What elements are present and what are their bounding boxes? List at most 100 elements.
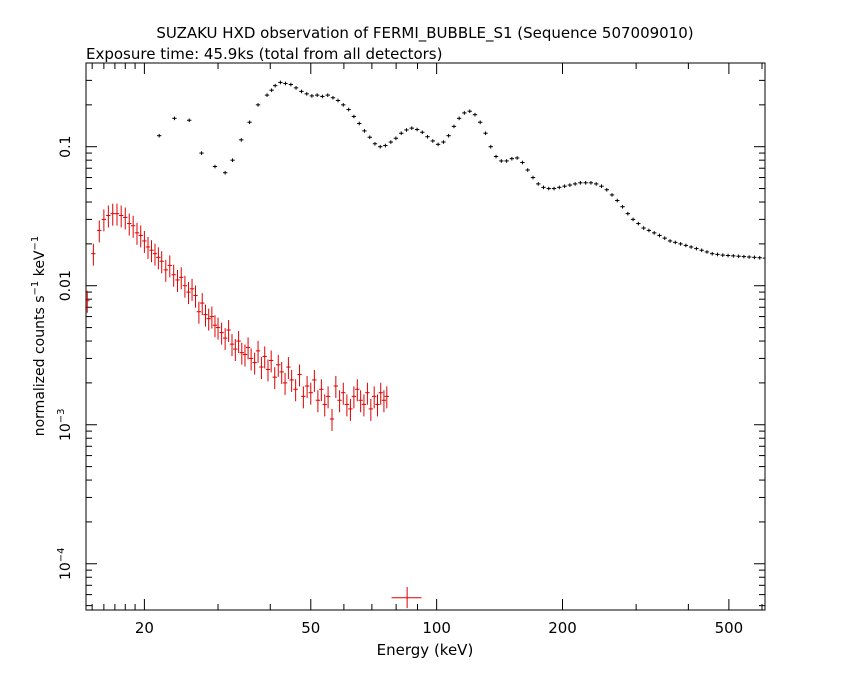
y-axis-label: normalized counts s−1 keV−1: [30, 236, 48, 437]
data-point: [219, 322, 224, 345]
data-point: [325, 93, 330, 97]
data-point: [420, 130, 425, 135]
data-point: [268, 350, 274, 373]
data-point: [346, 107, 351, 112]
data-point: [678, 242, 683, 246]
data-point: [308, 382, 313, 405]
data-point: [127, 213, 132, 236]
data-point: [212, 315, 218, 338]
data-point: [330, 95, 336, 100]
data-point: [283, 81, 288, 86]
data-point: [226, 320, 231, 343]
data-point: [499, 159, 504, 163]
data-point: [657, 233, 662, 238]
data-point: [230, 158, 235, 163]
data-point: [562, 184, 567, 189]
data-point: [365, 382, 370, 405]
data-point: [171, 264, 176, 287]
data-point: [375, 394, 380, 417]
data-point: [341, 382, 346, 405]
data-point: [212, 164, 218, 169]
data-point: [156, 247, 161, 270]
data-point: [456, 116, 462, 121]
x-axis-label: Energy (keV): [377, 641, 474, 659]
data-point: [167, 255, 172, 278]
data-point: [646, 228, 652, 233]
data-point: [399, 131, 404, 136]
chart-subtitle: Exposure time: 45.9ks (total from all de…: [86, 45, 442, 63]
data-point: [269, 88, 274, 93]
data-point: [233, 339, 238, 362]
data-point: [384, 386, 389, 409]
data-point: [757, 255, 762, 260]
data-point: [509, 156, 515, 161]
data-point: [196, 301, 202, 324]
data-point: [383, 143, 388, 148]
data-point: [299, 89, 304, 94]
y-tick-label: 0.01: [58, 270, 74, 301]
data-point: [488, 144, 493, 149]
data-point: [259, 357, 264, 380]
data-point: [472, 112, 478, 117]
data-point: [731, 254, 736, 258]
data-point: [172, 116, 177, 121]
data-point: [175, 269, 180, 292]
data-point: [520, 160, 525, 165]
data-point: [493, 154, 499, 159]
data-point: [599, 184, 604, 189]
data-point: [583, 181, 588, 185]
data-point: [247, 120, 252, 125]
data-point: [351, 386, 357, 409]
data-point: [446, 133, 451, 138]
data-point: [255, 340, 261, 363]
data-point: [636, 221, 641, 226]
data-point: [279, 361, 284, 384]
data-point: [530, 175, 536, 180]
data-point: [309, 94, 315, 98]
data-point: [288, 82, 294, 87]
x-tick-label: 100: [422, 619, 451, 637]
data-point: [333, 375, 339, 398]
data-point: [378, 382, 383, 405]
data-point: [572, 182, 578, 186]
x-tick-label: 200: [548, 619, 577, 637]
data-point: [425, 134, 430, 139]
data-point: [351, 114, 357, 119]
data-point: [286, 357, 291, 380]
data-point: [752, 255, 757, 260]
data-point: [101, 209, 107, 232]
data-point: [222, 170, 228, 175]
data-point: [467, 109, 472, 114]
y-tick-label: 10−3: [56, 408, 74, 441]
data-point: [163, 259, 168, 282]
data-point: [209, 306, 215, 329]
chart-title: SUZAKU HXD observation of FERMI_BUBBLE_S…: [156, 24, 693, 43]
data-point: [134, 222, 140, 245]
data-point: [157, 133, 162, 138]
data-point: [282, 372, 288, 395]
axis-ticks: [86, 62, 765, 610]
data-point: [391, 587, 422, 609]
data-point: [348, 398, 353, 421]
data-point: [430, 139, 435, 143]
data-point: [215, 317, 221, 340]
data-point: [630, 217, 636, 222]
data-point: [222, 328, 228, 351]
data-point: [372, 386, 377, 409]
data-point: [242, 344, 248, 367]
data-point: [699, 248, 704, 253]
data-point: [265, 359, 271, 382]
data-point: [312, 369, 317, 392]
data-point: [720, 253, 725, 257]
data-point: [91, 243, 96, 266]
data-point: [625, 211, 631, 216]
data-point: [278, 80, 283, 85]
data-point: [368, 398, 374, 421]
data-point: [293, 379, 298, 402]
data-point: [110, 203, 115, 226]
data-point: [477, 120, 483, 125]
data-point: [114, 203, 120, 226]
data-point: [525, 168, 530, 172]
x-tick-label: 500: [715, 619, 744, 637]
data-point: [315, 93, 320, 97]
